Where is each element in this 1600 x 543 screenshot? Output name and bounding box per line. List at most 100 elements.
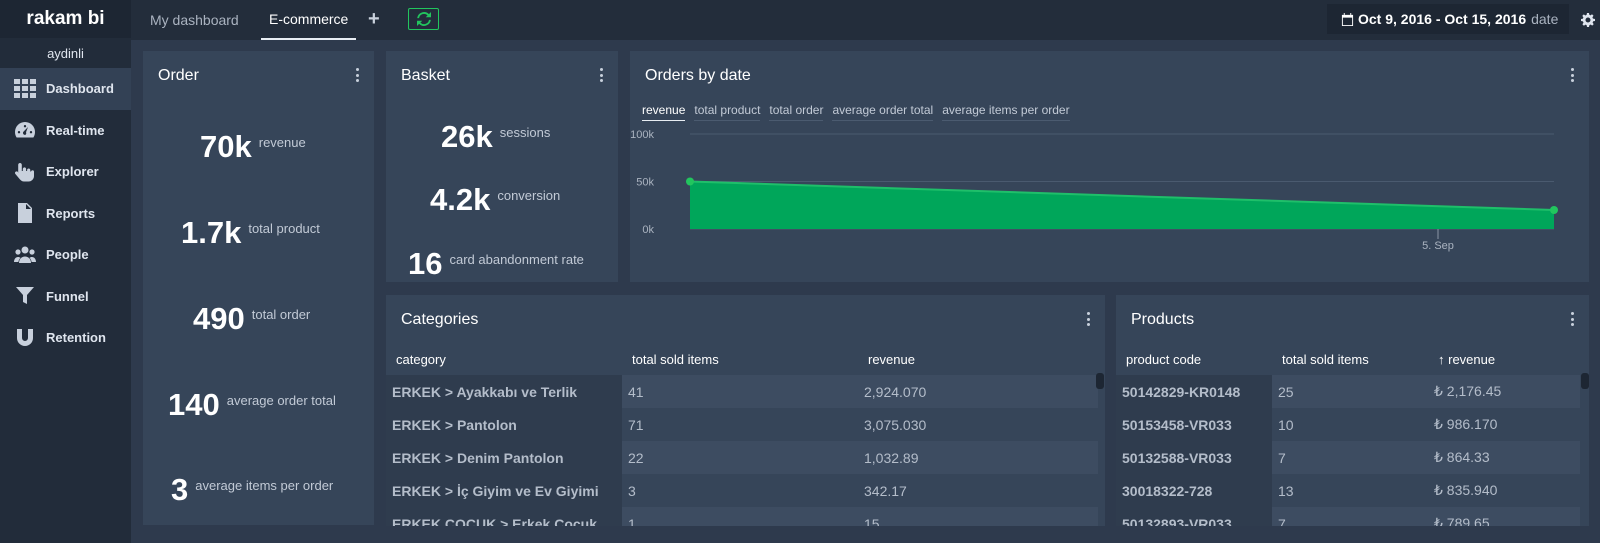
document-icon: [13, 202, 37, 224]
metric-value: 3: [171, 472, 189, 507]
table-row[interactable]: 30018322-728 13 ₺ 835.940: [1116, 474, 1580, 507]
table-row[interactable]: ERKEK > Denim Pantolon 22 1,032.89: [386, 441, 1098, 474]
chart-tab-average-order-total[interactable]: average order total: [832, 103, 934, 121]
sidebar-item-real-time[interactable]: Real-time: [0, 110, 131, 152]
categories-menu-icon[interactable]: [1087, 312, 1091, 326]
data-point: [686, 177, 694, 186]
category-cell: ERKEK > İç Giyim ve Ev Giyimi: [386, 474, 622, 507]
products-scrollbar[interactable]: [1581, 373, 1589, 389]
table-row[interactable]: ERKEK > Ayakkabı ve Terlik 41 2,924.070: [386, 375, 1098, 408]
category-cell: ERKEK > Ayakkabı ve Terlik: [386, 375, 622, 408]
table-row[interactable]: ERKEK > İç Giyim ve Ev Giyimi 3 342.17: [386, 474, 1098, 507]
table-row[interactable]: 50153458-VR033 10 ₺ 986.170: [1116, 408, 1580, 441]
metric-label: card abandonment rate: [449, 252, 584, 267]
basket-panel: Basket 26k sessions 4.2k conversion 16 c…: [386, 51, 618, 282]
revenue-cell: 342.17: [864, 482, 907, 499]
order-panel-title: Order: [158, 67, 199, 84]
basket-menu-icon[interactable]: [600, 68, 604, 82]
products-menu-icon[interactable]: [1571, 312, 1575, 326]
calendar-icon: [1341, 12, 1358, 26]
basket-metric-sessions: 26k sessions: [441, 121, 550, 152]
revenue-cell: 3,075.030: [864, 416, 927, 433]
order-metric-average-items-per-order: 3 average items per order: [171, 474, 333, 505]
tab-e-commerce[interactable]: E-commerce: [261, 0, 357, 40]
table-row[interactable]: 50142829-KR0148 25 ₺ 2,176.45: [1116, 375, 1580, 408]
metric-value: 16: [408, 246, 443, 281]
column-header-total-sold-items[interactable]: total sold items: [632, 351, 719, 367]
categories-panel: Categories category total sold items rev…: [386, 295, 1105, 526]
order-metric-total-product: 1.7k total product: [181, 217, 320, 248]
revenue-cell: 2,924.070: [864, 383, 927, 400]
date-range-suffix: date: [1531, 11, 1559, 27]
sidebar-item-label: Reports: [46, 205, 96, 221]
funnel-icon: [13, 285, 37, 307]
sold-items-cell: 25: [1278, 383, 1294, 400]
revenue-line: [689, 180, 1555, 211]
date-range-picker[interactable]: Oct 9, 2016 - Oct 15, 2016 date: [1327, 4, 1569, 34]
column-header-product-code[interactable]: product code: [1126, 351, 1202, 367]
table-row[interactable]: 50132893-VR033 7 ₺ 789.65: [1116, 507, 1580, 526]
sold-items-cell: 41: [628, 383, 644, 400]
metric-value: 1.7k: [181, 215, 242, 250]
order-metric-average-order-total: 140 average order total: [168, 389, 336, 420]
refresh-icon: [416, 12, 431, 26]
categories-table: category total sold items revenue ERKEK …: [386, 343, 1098, 526]
sidebar-item-label: Dashboard: [46, 81, 114, 97]
sold-items-cell: 71: [628, 416, 644, 433]
chart-tab-average-items-per-order[interactable]: average items per order: [942, 103, 1070, 121]
sidebar-item-retention[interactable]: Retention: [0, 317, 131, 359]
order-menu-icon[interactable]: [356, 68, 360, 82]
sold-items-cell: 7: [1278, 515, 1286, 527]
sold-items-cell: 1: [628, 515, 636, 527]
metric-value: 4.2k: [430, 182, 491, 217]
table-header: category total sold items revenue: [386, 343, 1098, 375]
chart-metric-tabs: revenue total product total order averag…: [642, 103, 1079, 121]
column-header-total-sold-items[interactable]: total sold items: [1282, 351, 1369, 367]
tab-my-dashboard[interactable]: My dashboard: [150, 12, 239, 28]
revenue-cell: 1,032.89: [864, 449, 919, 466]
users-icon: [13, 244, 37, 266]
user-name[interactable]: aydinli: [47, 45, 84, 61]
order-panel: Order 70k revenue 1.7k total product 490…: [143, 51, 374, 525]
gear-icon[interactable]: [1581, 13, 1595, 27]
sidebar-item-people[interactable]: People: [0, 234, 131, 276]
x-tick-label: 5. Sep: [1422, 240, 1454, 252]
categories-title: Categories: [401, 311, 479, 328]
products-panel: Products product code total sold items ↑…: [1116, 295, 1589, 526]
product-code-cell: 30018322-728: [1116, 474, 1272, 507]
chart-tab-total-order[interactable]: total order: [769, 103, 824, 121]
data-point: [1550, 206, 1558, 214]
product-code-cell: 50153458-VR033: [1116, 408, 1272, 441]
metric-label: total product: [248, 221, 320, 236]
table-body: 50142829-KR0148 25 ₺ 2,176.45 50153458-V…: [1116, 375, 1580, 526]
grid-icon: [13, 78, 37, 100]
table-row[interactable]: ERKEK > Pantolon 71 3,075.030: [386, 408, 1098, 441]
column-header-revenue[interactable]: revenue: [868, 351, 915, 367]
product-code-cell: 50132588-VR033: [1116, 441, 1272, 474]
column-header-revenue-sorted[interactable]: ↑ revenue: [1438, 351, 1496, 367]
category-cell: ERKEK > Pantolon: [386, 408, 622, 441]
chart-tab-total-product[interactable]: total product: [694, 103, 761, 121]
sidebar-item-funnel[interactable]: Funnel: [0, 276, 131, 318]
metric-value: 140: [168, 387, 220, 422]
metric-label: revenue: [258, 135, 306, 150]
table-row[interactable]: ERKEK COCUK > Erkek Cocuk 1 15: [386, 507, 1098, 526]
metric-label: conversion: [497, 188, 561, 203]
sidebar-item-reports[interactable]: Reports: [0, 193, 131, 235]
sidebar-item-explorer[interactable]: Explorer: [0, 151, 131, 193]
sidebar-item-dashboard[interactable]: Dashboard: [0, 68, 131, 110]
app-logo[interactable]: rakam bi: [0, 0, 131, 38]
sold-items-cell: 7: [1278, 449, 1286, 466]
revenue-cell: 15: [864, 515, 880, 527]
column-header-category[interactable]: category: [396, 351, 446, 367]
refresh-button[interactable]: [408, 8, 439, 30]
table-row[interactable]: 50132588-VR033 7 ₺ 864.33: [1116, 441, 1580, 474]
orders-by-date-menu-icon[interactable]: [1571, 68, 1575, 82]
metric-value: 70k: [200, 129, 252, 164]
magnet-icon: [13, 327, 37, 349]
orders-area-chart: 100k 50k 0k 5. Sep: [630, 129, 1558, 252]
speedometer-icon: [13, 119, 37, 141]
chart-tab-revenue[interactable]: revenue: [642, 103, 686, 121]
categories-scrollbar[interactable]: [1096, 373, 1104, 389]
add-tab-icon[interactable]: +: [368, 8, 380, 30]
